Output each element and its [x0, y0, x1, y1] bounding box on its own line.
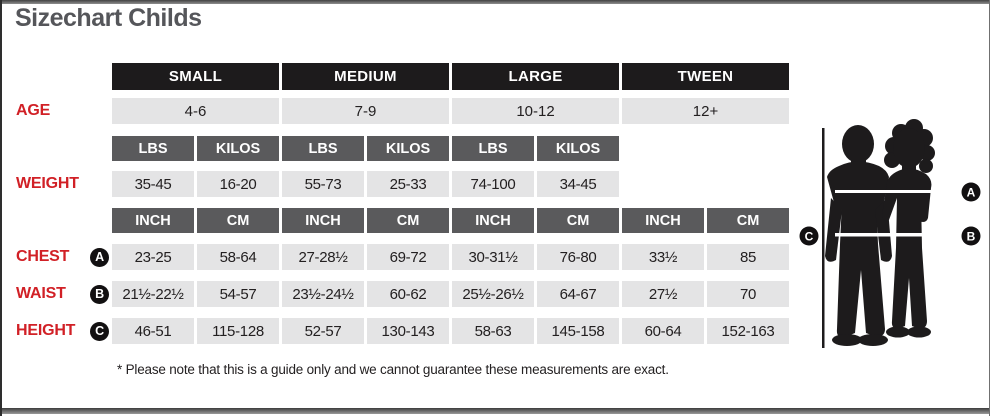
unit-header-kilos: KILOS	[537, 136, 619, 161]
age-label: AGE	[16, 102, 51, 119]
unit-header-cm: CM	[367, 208, 449, 233]
height-line	[822, 128, 825, 348]
weight-units-row: LBS KILOS LBS KILOS LBS KILOS	[2, 136, 797, 161]
age-value-medium: 7-9	[282, 98, 449, 124]
row-label-empty	[2, 136, 112, 161]
height-inch-tween: 60-64	[622, 318, 704, 344]
disclaimer-note: * Please note that this is a guide only …	[117, 362, 669, 377]
weight-lbs-small: 35-45	[112, 171, 194, 197]
chest-cm-medium: 69-72	[367, 244, 449, 270]
chest-inch-large: 30-31½	[452, 244, 534, 270]
size-header-small: SMALL	[112, 63, 279, 90]
marker-a-badge: A	[90, 247, 109, 267]
age-value-small: 4-6	[112, 98, 279, 124]
size-units-row: INCH CM INCH CM INCH CM INCH CM	[2, 208, 797, 233]
size-header-row: SMALL MEDIUM LARGE TWEEN	[2, 63, 797, 90]
weight-kilos-medium: 25-33	[367, 171, 449, 197]
weight-lbs-medium: 55-73	[282, 171, 364, 197]
unit-header-cm: CM	[197, 208, 279, 233]
top-border-bar	[2, 0, 989, 4]
weight-row: WEIGHT 35-45 16-20 55-73 25-33 74-100 34…	[2, 171, 797, 197]
chest-label: CHEST	[16, 248, 70, 265]
waist-cm-tween: 70	[707, 281, 789, 307]
waist-inch-medium: 23½-24½	[282, 281, 364, 307]
unit-header-inch: INCH	[112, 208, 194, 233]
waist-cm-medium: 60-62	[367, 281, 449, 307]
weight-lbs-large: 74-100	[452, 171, 534, 197]
size-header-medium: MEDIUM	[282, 63, 449, 90]
unit-header-cm: CM	[707, 208, 789, 233]
unit-header-inch: INCH	[452, 208, 534, 233]
girl-silhouette	[882, 119, 935, 338]
chest-inch-tween: 33½	[622, 244, 704, 270]
size-header-large: LARGE	[452, 63, 619, 90]
marker-c-badge: C	[90, 321, 109, 341]
waist-label: WAIST	[16, 285, 66, 302]
unit-header-lbs: LBS	[112, 136, 194, 161]
waist-cm-small: 54-57	[197, 281, 279, 307]
unit-header-kilos: KILOS	[367, 136, 449, 161]
page-title: Sizechart Childs	[15, 4, 202, 32]
height-row: HEIGHT C 46-51 115-128 52-57 130-143 58-…	[2, 318, 797, 344]
chest-inch-medium: 27-28½	[282, 244, 364, 270]
boy-silhouette	[825, 125, 892, 346]
height-inch-medium: 52-57	[282, 318, 364, 344]
weight-label: WEIGHT	[16, 175, 79, 192]
height-cm-large: 145-158	[537, 318, 619, 344]
waist-inch-tween: 27½	[622, 281, 704, 307]
chest-inch-small: 23-25	[112, 244, 194, 270]
chest-cm-tween: 85	[707, 244, 789, 270]
waist-inch-large: 25½-26½	[452, 281, 534, 307]
row-label-height: HEIGHT C	[2, 318, 112, 344]
marker-c-letter: C	[805, 230, 814, 244]
marker-b-letter: B	[967, 230, 976, 244]
height-inch-large: 58-63	[452, 318, 534, 344]
row-label-empty	[2, 208, 112, 233]
weight-kilos-small: 16-20	[197, 171, 279, 197]
chest-cm-small: 58-64	[197, 244, 279, 270]
height-cm-medium: 130-143	[367, 318, 449, 344]
waist-measure-line	[835, 233, 951, 237]
height-inch-small: 46-51	[112, 318, 194, 344]
age-row: AGE 4-6 7-9 10-12 12+	[2, 98, 797, 124]
row-label-chest: CHEST A	[2, 244, 112, 270]
size-header-tween: TWEEN	[622, 63, 789, 90]
sizechart-table: SMALL MEDIUM LARGE TWEEN AGE 4-6 7-9 10-…	[2, 63, 797, 344]
chest-cm-large: 76-80	[537, 244, 619, 270]
marker-b-badge: B	[90, 284, 109, 304]
bottom-border-bar	[2, 408, 989, 414]
row-label-age: AGE	[2, 98, 112, 124]
unit-header-kilos: KILOS	[197, 136, 279, 161]
unit-header-inch: INCH	[622, 208, 704, 233]
row-label-empty	[2, 63, 112, 90]
chest-row: CHEST A 23-25 58-64 27-28½ 69-72 30-31½ …	[2, 244, 797, 270]
unit-header-lbs: LBS	[452, 136, 534, 161]
waist-inch-small: 21½-22½	[112, 281, 194, 307]
row-label-weight: WEIGHT	[2, 171, 112, 197]
marker-a: A B C	[799, 182, 981, 246]
age-value-tween: 12+	[622, 98, 789, 124]
height-label: HEIGHT	[16, 322, 76, 339]
row-label-waist: WAIST B	[2, 281, 112, 307]
height-cm-tween: 152-163	[707, 318, 789, 344]
weight-kilos-large: 34-45	[537, 171, 619, 197]
unit-header-inch: INCH	[282, 208, 364, 233]
marker-a-letter: A	[967, 186, 976, 200]
chest-measure-line	[835, 190, 948, 193]
height-cm-small: 115-128	[197, 318, 279, 344]
unit-header-cm: CM	[537, 208, 619, 233]
children-silhouette-figure: A B C	[799, 119, 981, 348]
waist-row: WAIST B 21½-22½ 54-57 23½-24½ 60-62 25½-…	[2, 281, 797, 307]
waist-cm-large: 64-67	[537, 281, 619, 307]
unit-header-lbs: LBS	[282, 136, 364, 161]
age-value-large: 10-12	[452, 98, 619, 124]
